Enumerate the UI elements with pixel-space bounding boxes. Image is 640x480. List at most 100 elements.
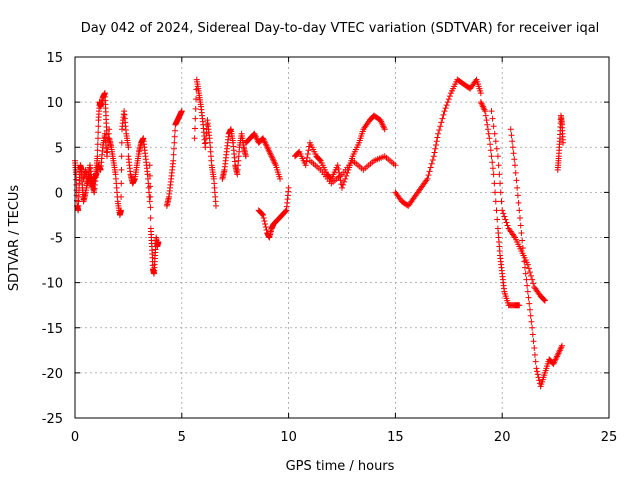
data-point <box>521 264 528 271</box>
data-point <box>94 147 101 154</box>
data-point <box>212 202 219 209</box>
data-point <box>516 207 523 214</box>
data-point <box>206 135 213 142</box>
data-point <box>554 166 561 173</box>
data-point <box>316 157 323 164</box>
data-point <box>504 222 511 229</box>
data-point <box>317 157 324 164</box>
chart-title: Day 042 of 2024, Sidereal Day-to-day VTE… <box>81 21 600 36</box>
data-point <box>238 130 245 137</box>
data-point <box>112 171 119 178</box>
data-point <box>305 147 312 154</box>
data-point <box>82 166 89 173</box>
series-seg-11 <box>393 77 484 209</box>
y-tick-label: 10 <box>46 96 63 111</box>
data-point <box>497 189 504 196</box>
data-point <box>499 207 506 214</box>
data-point <box>443 102 450 109</box>
data-point <box>101 130 108 137</box>
data-point <box>133 162 140 169</box>
data-point <box>447 90 454 97</box>
data-point <box>349 157 356 164</box>
data-point <box>97 103 104 110</box>
data-point <box>493 207 500 214</box>
data-point <box>259 211 266 218</box>
data-point <box>95 129 102 136</box>
data-point <box>260 214 267 221</box>
data-point <box>501 213 508 220</box>
data-point <box>435 130 442 137</box>
data-point <box>146 198 153 205</box>
y-tick-label: -15 <box>42 322 63 337</box>
data-point <box>512 162 519 169</box>
data-point <box>436 126 443 133</box>
data-point <box>266 234 273 241</box>
data-point <box>492 198 499 205</box>
data-point <box>202 144 209 151</box>
data-point <box>255 139 262 146</box>
data-point <box>198 103 205 110</box>
data-points <box>72 76 567 390</box>
data-point <box>557 112 564 119</box>
series-seg-3 <box>125 135 153 200</box>
x-tick-label: 15 <box>387 430 404 445</box>
data-point <box>102 112 109 119</box>
data-point <box>499 270 506 277</box>
data-point <box>282 208 289 215</box>
data-point <box>168 175 175 182</box>
data-point <box>242 139 249 146</box>
data-point <box>527 312 534 319</box>
data-point <box>509 144 516 151</box>
data-point <box>94 153 101 160</box>
data-point <box>342 175 349 182</box>
data-point <box>104 153 111 160</box>
data-point <box>425 172 432 179</box>
data-point <box>146 172 153 179</box>
data-point <box>505 302 512 309</box>
data-point <box>514 192 521 199</box>
data-point <box>225 130 232 137</box>
x-axis-label: GPS time / hours <box>286 459 395 474</box>
data-point <box>86 173 93 180</box>
data-point <box>147 225 154 232</box>
data-point <box>398 198 405 205</box>
data-point <box>511 156 518 163</box>
data-point <box>438 119 445 126</box>
data-point <box>488 153 495 160</box>
data-point <box>210 175 217 182</box>
data-point <box>529 331 536 338</box>
data-point <box>131 175 138 182</box>
data-point <box>530 280 537 287</box>
data-point <box>89 184 96 191</box>
data-point <box>306 139 313 146</box>
x-tick-label: 10 <box>280 430 297 445</box>
data-point <box>489 115 496 122</box>
data-point <box>114 198 121 205</box>
data-point <box>118 126 125 133</box>
data-point <box>521 258 528 265</box>
data-point <box>493 145 500 152</box>
data-point <box>532 358 539 365</box>
data-point <box>101 90 108 97</box>
data-point <box>195 90 202 97</box>
data-point <box>77 162 84 169</box>
data-point <box>172 121 179 128</box>
data-point <box>516 302 523 309</box>
data-point <box>434 134 441 141</box>
data-point <box>560 139 567 146</box>
data-point <box>142 153 149 160</box>
data-point <box>149 266 156 273</box>
series-seg-13 <box>489 115 548 303</box>
data-point <box>483 117 490 124</box>
data-point <box>262 223 269 230</box>
data-point <box>530 338 537 345</box>
data-point <box>433 138 440 145</box>
data-point <box>487 147 494 154</box>
data-point <box>227 126 234 133</box>
data-point <box>537 293 544 300</box>
y-axis-label: SDTVAR / TECUs <box>7 185 22 292</box>
data-point <box>445 96 452 103</box>
data-point <box>268 153 275 160</box>
data-point <box>446 93 453 100</box>
